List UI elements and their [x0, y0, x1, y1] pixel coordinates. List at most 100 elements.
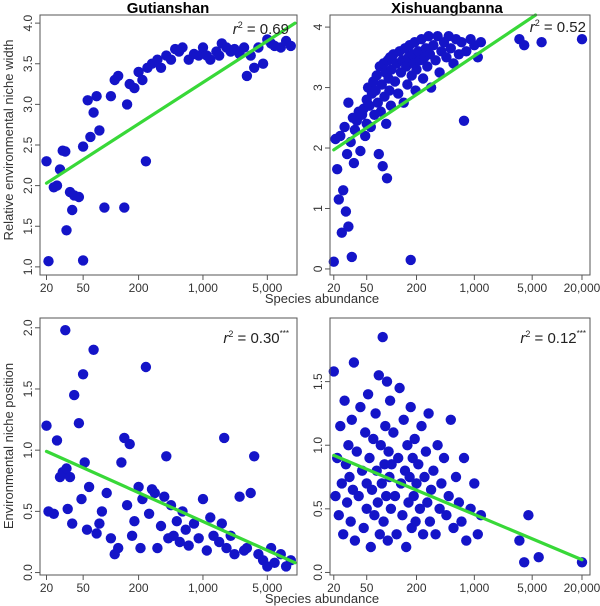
data-point: [381, 490, 392, 502]
data-point: [380, 420, 391, 432]
data-point: [152, 542, 163, 554]
data-point: [82, 95, 93, 106]
data-point: [336, 227, 347, 238]
regression-line: [332, 13, 538, 152]
regression-line: [332, 453, 584, 562]
data-point: [416, 420, 427, 432]
data-point: [85, 131, 96, 143]
data-point: [193, 533, 204, 544]
data-point: [135, 542, 146, 554]
data-point: [126, 530, 138, 541]
data-point: [404, 471, 415, 483]
data-point: [393, 452, 404, 464]
y-tick-label: 2.0: [21, 319, 35, 336]
data-point: [41, 156, 52, 167]
data-point: [383, 446, 394, 457]
y-tick-label: 2.0: [21, 177, 35, 194]
data-point: [384, 395, 396, 406]
data-point: [391, 529, 402, 540]
data-point: [105, 91, 117, 102]
data-point: [346, 414, 357, 425]
data-point: [77, 255, 89, 266]
data-point: [332, 164, 343, 175]
data-point: [375, 440, 386, 451]
data-point: [121, 99, 133, 110]
data-point: [333, 194, 344, 205]
data-point: [140, 156, 152, 167]
x-tick-label: 20: [327, 281, 341, 295]
data-point: [94, 518, 105, 529]
data-point: [113, 542, 124, 554]
data-point: [424, 516, 436, 527]
x-tick-label: 200: [129, 581, 149, 595]
data-point: [428, 465, 439, 476]
data-point: [152, 54, 163, 65]
data-point: [113, 70, 124, 82]
data-point: [43, 256, 54, 267]
data-point: [338, 185, 349, 196]
data-point: [373, 370, 384, 381]
data-point: [351, 446, 362, 457]
y-tick-label: 3.0: [21, 96, 35, 113]
data-point: [441, 510, 452, 521]
data-point: [419, 471, 430, 483]
data-point: [241, 70, 253, 82]
data-point: [377, 331, 388, 343]
x-tick-label: 20,000: [564, 581, 600, 595]
data-point: [77, 369, 89, 380]
plot-frame: [329, 317, 591, 576]
y-tick-label: 1.0: [21, 258, 35, 275]
data-point: [461, 46, 472, 57]
data-point: [335, 420, 346, 432]
data-point: [116, 457, 127, 468]
data-point: [371, 70, 382, 81]
data-point: [60, 146, 71, 157]
data-point: [229, 549, 240, 560]
x-tick-label: 5,000: [517, 581, 547, 595]
data-point: [430, 55, 441, 66]
x-tick-label: 5,000: [252, 281, 282, 295]
data-point: [360, 427, 371, 438]
x-tick-label: 1,000: [459, 281, 489, 295]
panel-title-gutianshan: Gutianshan: [127, 0, 210, 17]
x-tick-label: 5,000: [517, 281, 547, 295]
data-point: [364, 100, 375, 111]
y-tick-label: 1: [311, 205, 325, 212]
data-point: [119, 202, 130, 213]
x-tick-label: 1,000: [188, 281, 218, 295]
r-squared-label: r2 = 0.52: [530, 18, 586, 36]
data-point: [430, 529, 441, 540]
data-point: [96, 506, 108, 517]
data-point: [91, 91, 102, 102]
x-tick-label: 1,000: [459, 581, 489, 595]
data-point: [333, 510, 344, 521]
data-point: [405, 401, 416, 413]
data-point: [432, 440, 443, 451]
data-point: [159, 491, 170, 502]
data-point: [381, 376, 393, 387]
r-squared-label: r2 = 0.12***: [520, 329, 586, 347]
y-tick-label: 2.5: [21, 136, 35, 153]
data-point: [338, 529, 349, 540]
x-tick-label: 200: [407, 581, 427, 595]
data-point: [183, 540, 194, 551]
data-point: [94, 125, 105, 136]
data-point: [355, 401, 366, 413]
data-point: [401, 541, 412, 553]
data-point: [340, 206, 352, 217]
data-point: [422, 497, 433, 508]
data-point: [188, 518, 200, 529]
data-point: [348, 157, 360, 169]
panel-gutianshan-width: 20 50 200 1,000 5,000 1.0 1.5 2.0 2.5 3.0 3.5 4.0 r…: [21, 14, 298, 295]
data-point: [60, 325, 71, 336]
data-point: [576, 34, 588, 45]
data-point: [346, 251, 357, 263]
data-point: [165, 54, 177, 65]
data-point: [394, 382, 405, 394]
data-point: [180, 524, 191, 535]
data-point: [384, 85, 395, 96]
data-point: [423, 408, 434, 419]
y-axis-label-bottom: Environmental niche position: [1, 363, 16, 529]
data-point: [91, 528, 102, 539]
